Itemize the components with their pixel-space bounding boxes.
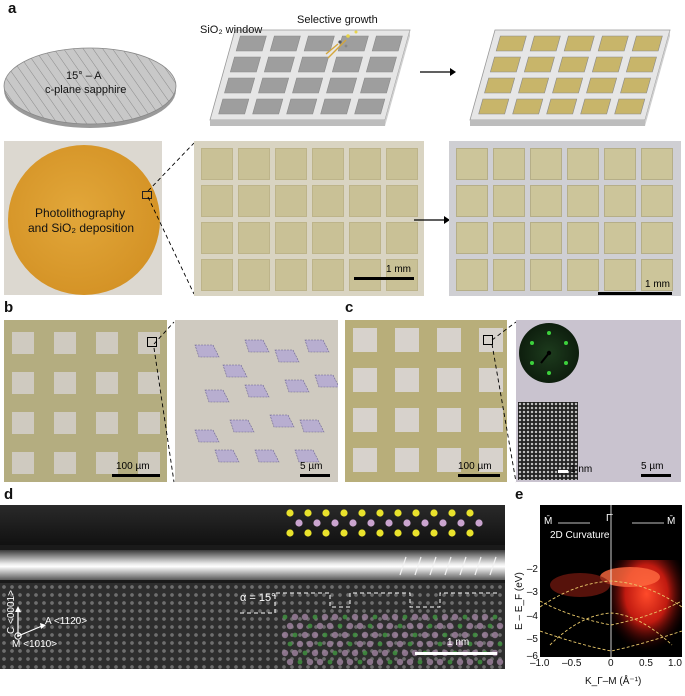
panel-label-d: d — [4, 486, 14, 503]
film-image-c — [516, 320, 681, 482]
sio2-window-schematic — [209, 29, 411, 126]
wafer-label-line2: and SiO₂ deposition — [28, 221, 135, 235]
optical-image-c — [345, 320, 507, 482]
panel-label-a: a — [8, 0, 17, 17]
scalebar-c2-label: 5 µm — [641, 461, 664, 472]
optical-pattern-before — [194, 141, 424, 296]
substrate-label-line2: c-plane sapphire — [45, 84, 127, 96]
axis-m-label: M <1010> — [12, 639, 58, 650]
arpes-xticks: –1.0 –0.5 0 0.5 1.0 — [530, 658, 682, 669]
arpes-yticks: –2 –3 –4 –5 –6 — [526, 564, 538, 662]
zoom-lines-c — [491, 321, 517, 483]
crystal-axes-icon — [14, 606, 46, 640]
growth-label: Selective growth — [297, 14, 378, 26]
axis-a-label: A <1120> — [45, 616, 88, 627]
grown-film-schematic — [469, 29, 671, 126]
scalebar-c1 — [458, 474, 500, 477]
scalebar-d-label: 1 nm — [447, 637, 470, 648]
alpha-label: α = 15° — [240, 592, 276, 604]
scalebar-a1 — [354, 277, 414, 280]
zoom-lines-b — [153, 321, 175, 483]
arpes-xlabel: K_Γ–M (Å⁻¹) — [585, 676, 642, 687]
scalebar-b2 — [300, 474, 330, 477]
scalebar-d — [415, 652, 497, 655]
scalebar-a2 — [598, 292, 672, 295]
curvature-label: 2D Curvature — [550, 530, 610, 541]
zoom-lines-a — [147, 142, 195, 295]
process-arrow-a — [420, 68, 456, 76]
k-left-label: M̄ — [544, 516, 553, 527]
stem-inset — [518, 402, 578, 480]
scalebar-c1-label: 100 µm — [458, 461, 492, 472]
optical-pattern-after — [449, 141, 681, 296]
arpes-plot — [539, 505, 683, 657]
scalebar-b1 — [112, 474, 160, 477]
leed-inset — [519, 323, 579, 383]
scalebar-b2-label: 5 µm — [300, 461, 323, 472]
k-mid-label: Γ̄ — [606, 513, 612, 524]
substrate-label-line1: 15° – A — [66, 70, 102, 82]
scalebar-a1-label: 1 mm — [386, 264, 411, 275]
panel-label-b: b — [4, 299, 14, 316]
window-label: SiO₂ window — [200, 24, 263, 36]
process-arrow-a2 — [414, 216, 450, 224]
scalebar-a2-label: 1 mm — [645, 279, 670, 290]
panel-label-e: e — [515, 486, 524, 503]
flake-image-b — [175, 320, 338, 482]
k-right-label: M̄ — [667, 516, 676, 527]
scalebar-b1-label: 100 µm — [116, 461, 150, 472]
optical-image-b — [4, 320, 167, 482]
wafer-label-line1: Photolithography — [35, 206, 126, 220]
scalebar-c-inset-label: 1 nm — [570, 464, 593, 475]
stem-image-d — [0, 505, 505, 669]
scalebar-c2 — [641, 474, 671, 477]
growth-arrows — [325, 30, 358, 59]
sapphire-substrate — [3, 47, 177, 128]
wafer-photo — [4, 141, 162, 295]
panel-label-c: c — [345, 299, 354, 316]
